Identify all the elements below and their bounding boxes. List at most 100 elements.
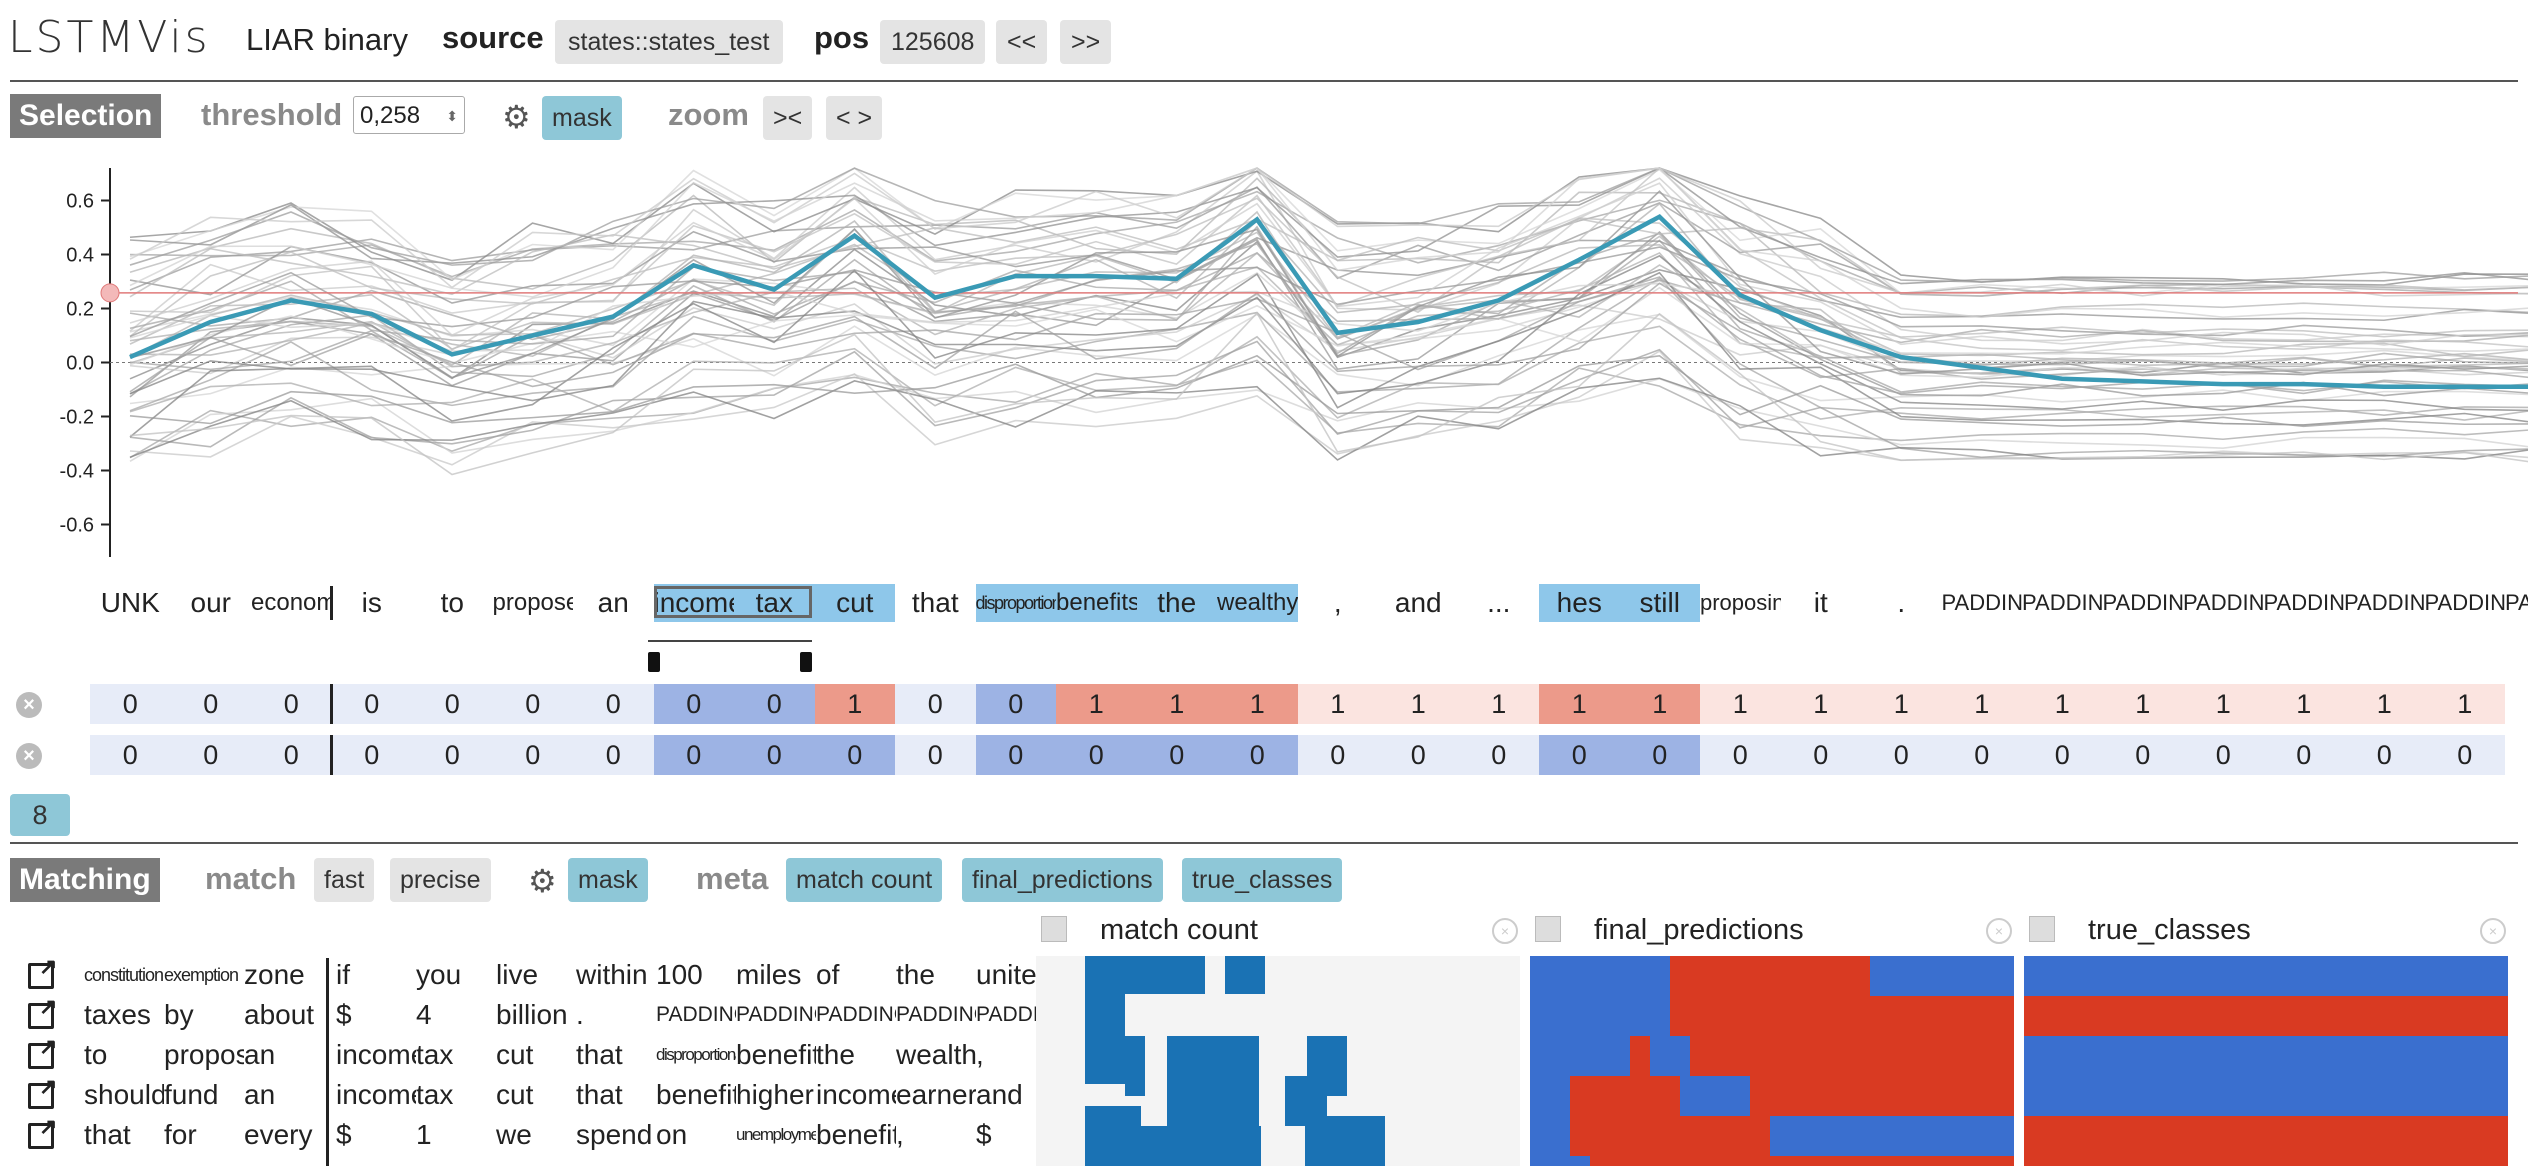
token[interactable]: economy: [251, 589, 332, 616]
token[interactable]: disproportionately: [975, 584, 1056, 622]
pos-value[interactable]: 125608: [880, 20, 986, 64]
match-token: zone: [244, 959, 305, 990]
match-token: cut: [496, 1079, 534, 1110]
selected-trace[interactable]: [129, 213, 2528, 390]
heatmap[interactable]: [1036, 956, 1520, 1166]
token[interactable]: PADDING: [1941, 590, 2023, 615]
meta-cell: 0: [1297, 735, 1378, 775]
app-logo: LSTMVis: [8, 12, 211, 63]
match-token: an: [244, 1039, 276, 1070]
heatmap-checkbox[interactable]: [1535, 916, 1561, 942]
next-button[interactable]: >>: [1060, 20, 1112, 64]
meta-cell: 0: [895, 735, 976, 775]
background-trace: [129, 354, 2528, 428]
meta-match-count-button[interactable]: match count: [786, 858, 943, 902]
token[interactable]: PADDING: [2424, 590, 2506, 615]
token[interactable]: benefits: [1056, 584, 1137, 622]
token[interactable]: ,: [1333, 587, 1342, 618]
token[interactable]: PADDING: [2263, 590, 2345, 615]
threshold-input[interactable]: 0,258 ⬍: [353, 96, 465, 134]
hidden-state-chart[interactable]: 0.6 0.4 0.2 0.0 -0.2 -0.4 -0.6: [0, 150, 2528, 570]
token[interactable]: ...: [1487, 587, 1511, 618]
open-external-icon[interactable]: ↗: [28, 1074, 57, 1109]
match-token: 4: [416, 999, 432, 1030]
token[interactable]: PADDING: [2022, 590, 2103, 615]
token[interactable]: PADDING: [2505, 590, 2528, 615]
y-tick-label: -0.6: [60, 515, 94, 537]
brush-handle[interactable]: [648, 638, 812, 672]
meta-cell: 0: [1700, 735, 1781, 775]
heatmap-checkbox[interactable]: [1041, 916, 1067, 942]
meta-cell: 0: [1619, 735, 1700, 775]
zoom-in-button[interactable]: ><: [763, 96, 813, 140]
token[interactable]: the: [1136, 584, 1217, 622]
matching-mask-button[interactable]: mask: [568, 858, 648, 902]
meta-true-classes-button[interactable]: true_classes: [1182, 858, 1343, 902]
token-row[interactable]: UNKoureconomyistoproposeanincometaxcutth…: [0, 584, 2528, 624]
match-token: earners: [896, 1079, 976, 1110]
mask-button[interactable]: mask: [542, 96, 622, 140]
token[interactable]: propose: [492, 589, 574, 616]
spinner-icon[interactable]: ⬍: [446, 108, 458, 124]
meta-final-predictions-button[interactable]: final_predictions: [962, 858, 1163, 902]
match-token: exemption: [164, 965, 239, 985]
section-divider: [10, 842, 2518, 844]
close-heatmap-icon[interactable]: ×: [1492, 918, 1518, 944]
gear-icon[interactable]: ⚙: [502, 99, 531, 135]
meta-cell: 1: [1217, 684, 1298, 724]
remove-meta-row-2-icon[interactable]: ×: [16, 743, 42, 769]
token[interactable]: it: [1813, 587, 1828, 618]
open-external-icon[interactable]: ↗: [28, 994, 57, 1029]
token[interactable]: wealthy: [1217, 584, 1298, 622]
token[interactable]: and: [1394, 587, 1442, 618]
heatmap[interactable]: [1530, 956, 2014, 1166]
token[interactable]: PADDING: [2344, 590, 2425, 615]
meta-cell: 1: [1458, 684, 1539, 724]
token[interactable]: an: [597, 587, 629, 618]
match-token: 100: [656, 959, 703, 990]
close-heatmap-icon[interactable]: ×: [2480, 918, 2506, 944]
source-selector[interactable]: states::states_test: [555, 20, 783, 64]
open-external-icon[interactable]: ↗: [28, 955, 57, 989]
heatmap[interactable]: [2024, 956, 2508, 1166]
zoom-out-button[interactable]: < >: [826, 96, 883, 140]
background-trace: [129, 251, 2528, 368]
source-label: source: [442, 20, 544, 55]
token[interactable]: PADDING: [2102, 590, 2184, 615]
token[interactable]: UNK: [100, 587, 160, 618]
threshold-handle[interactable]: [100, 283, 120, 303]
open-external-icon[interactable]: ↗: [28, 1114, 57, 1149]
prev-button[interactable]: <<: [996, 20, 1048, 64]
match-token: constitution: [84, 965, 164, 985]
token[interactable]: .: [1897, 587, 1906, 618]
heatmap-checkbox[interactable]: [2029, 916, 2055, 942]
token[interactable]: still: [1619, 584, 1700, 622]
token[interactable]: proposing: [1700, 590, 1781, 615]
match-token: miles: [736, 959, 802, 990]
token[interactable]: hes: [1539, 584, 1620, 622]
meta-cell: 0: [1458, 735, 1539, 775]
token[interactable]: is: [361, 587, 382, 618]
meta-cell: 0: [170, 684, 251, 724]
close-heatmap-icon[interactable]: ×: [1986, 918, 2012, 944]
remove-meta-row-1-icon[interactable]: ×: [16, 692, 42, 718]
token[interactable]: cut: [814, 584, 895, 622]
match-token: higher: [736, 1079, 814, 1110]
heatmap-panel: match count × final_predictions × true_class…: [1036, 910, 2528, 1166]
open-external-icon[interactable]: ↗: [28, 1034, 57, 1069]
precise-button[interactable]: precise: [390, 858, 491, 902]
meta-cell: 0: [492, 684, 573, 724]
token[interactable]: to: [440, 587, 464, 618]
token[interactable]: our: [190, 587, 231, 618]
token[interactable]: that: [911, 587, 959, 618]
token[interactable]: PADDING: [2183, 590, 2264, 615]
background-trace: [129, 246, 2528, 338]
match-token: that: [84, 1119, 131, 1150]
match-token: PADDING: [736, 1003, 816, 1026]
meta-cell: 0: [573, 684, 654, 724]
match-token: spend: [576, 1119, 653, 1150]
fast-button[interactable]: fast: [314, 858, 375, 902]
gear-icon[interactable]: ⚙: [528, 863, 557, 899]
